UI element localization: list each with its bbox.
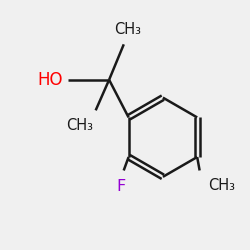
Text: CH₃: CH₃ bbox=[114, 22, 141, 37]
Text: CH₃: CH₃ bbox=[208, 178, 235, 193]
Text: CH₃: CH₃ bbox=[66, 118, 93, 133]
Text: HO: HO bbox=[37, 71, 63, 89]
Text: F: F bbox=[117, 179, 126, 194]
